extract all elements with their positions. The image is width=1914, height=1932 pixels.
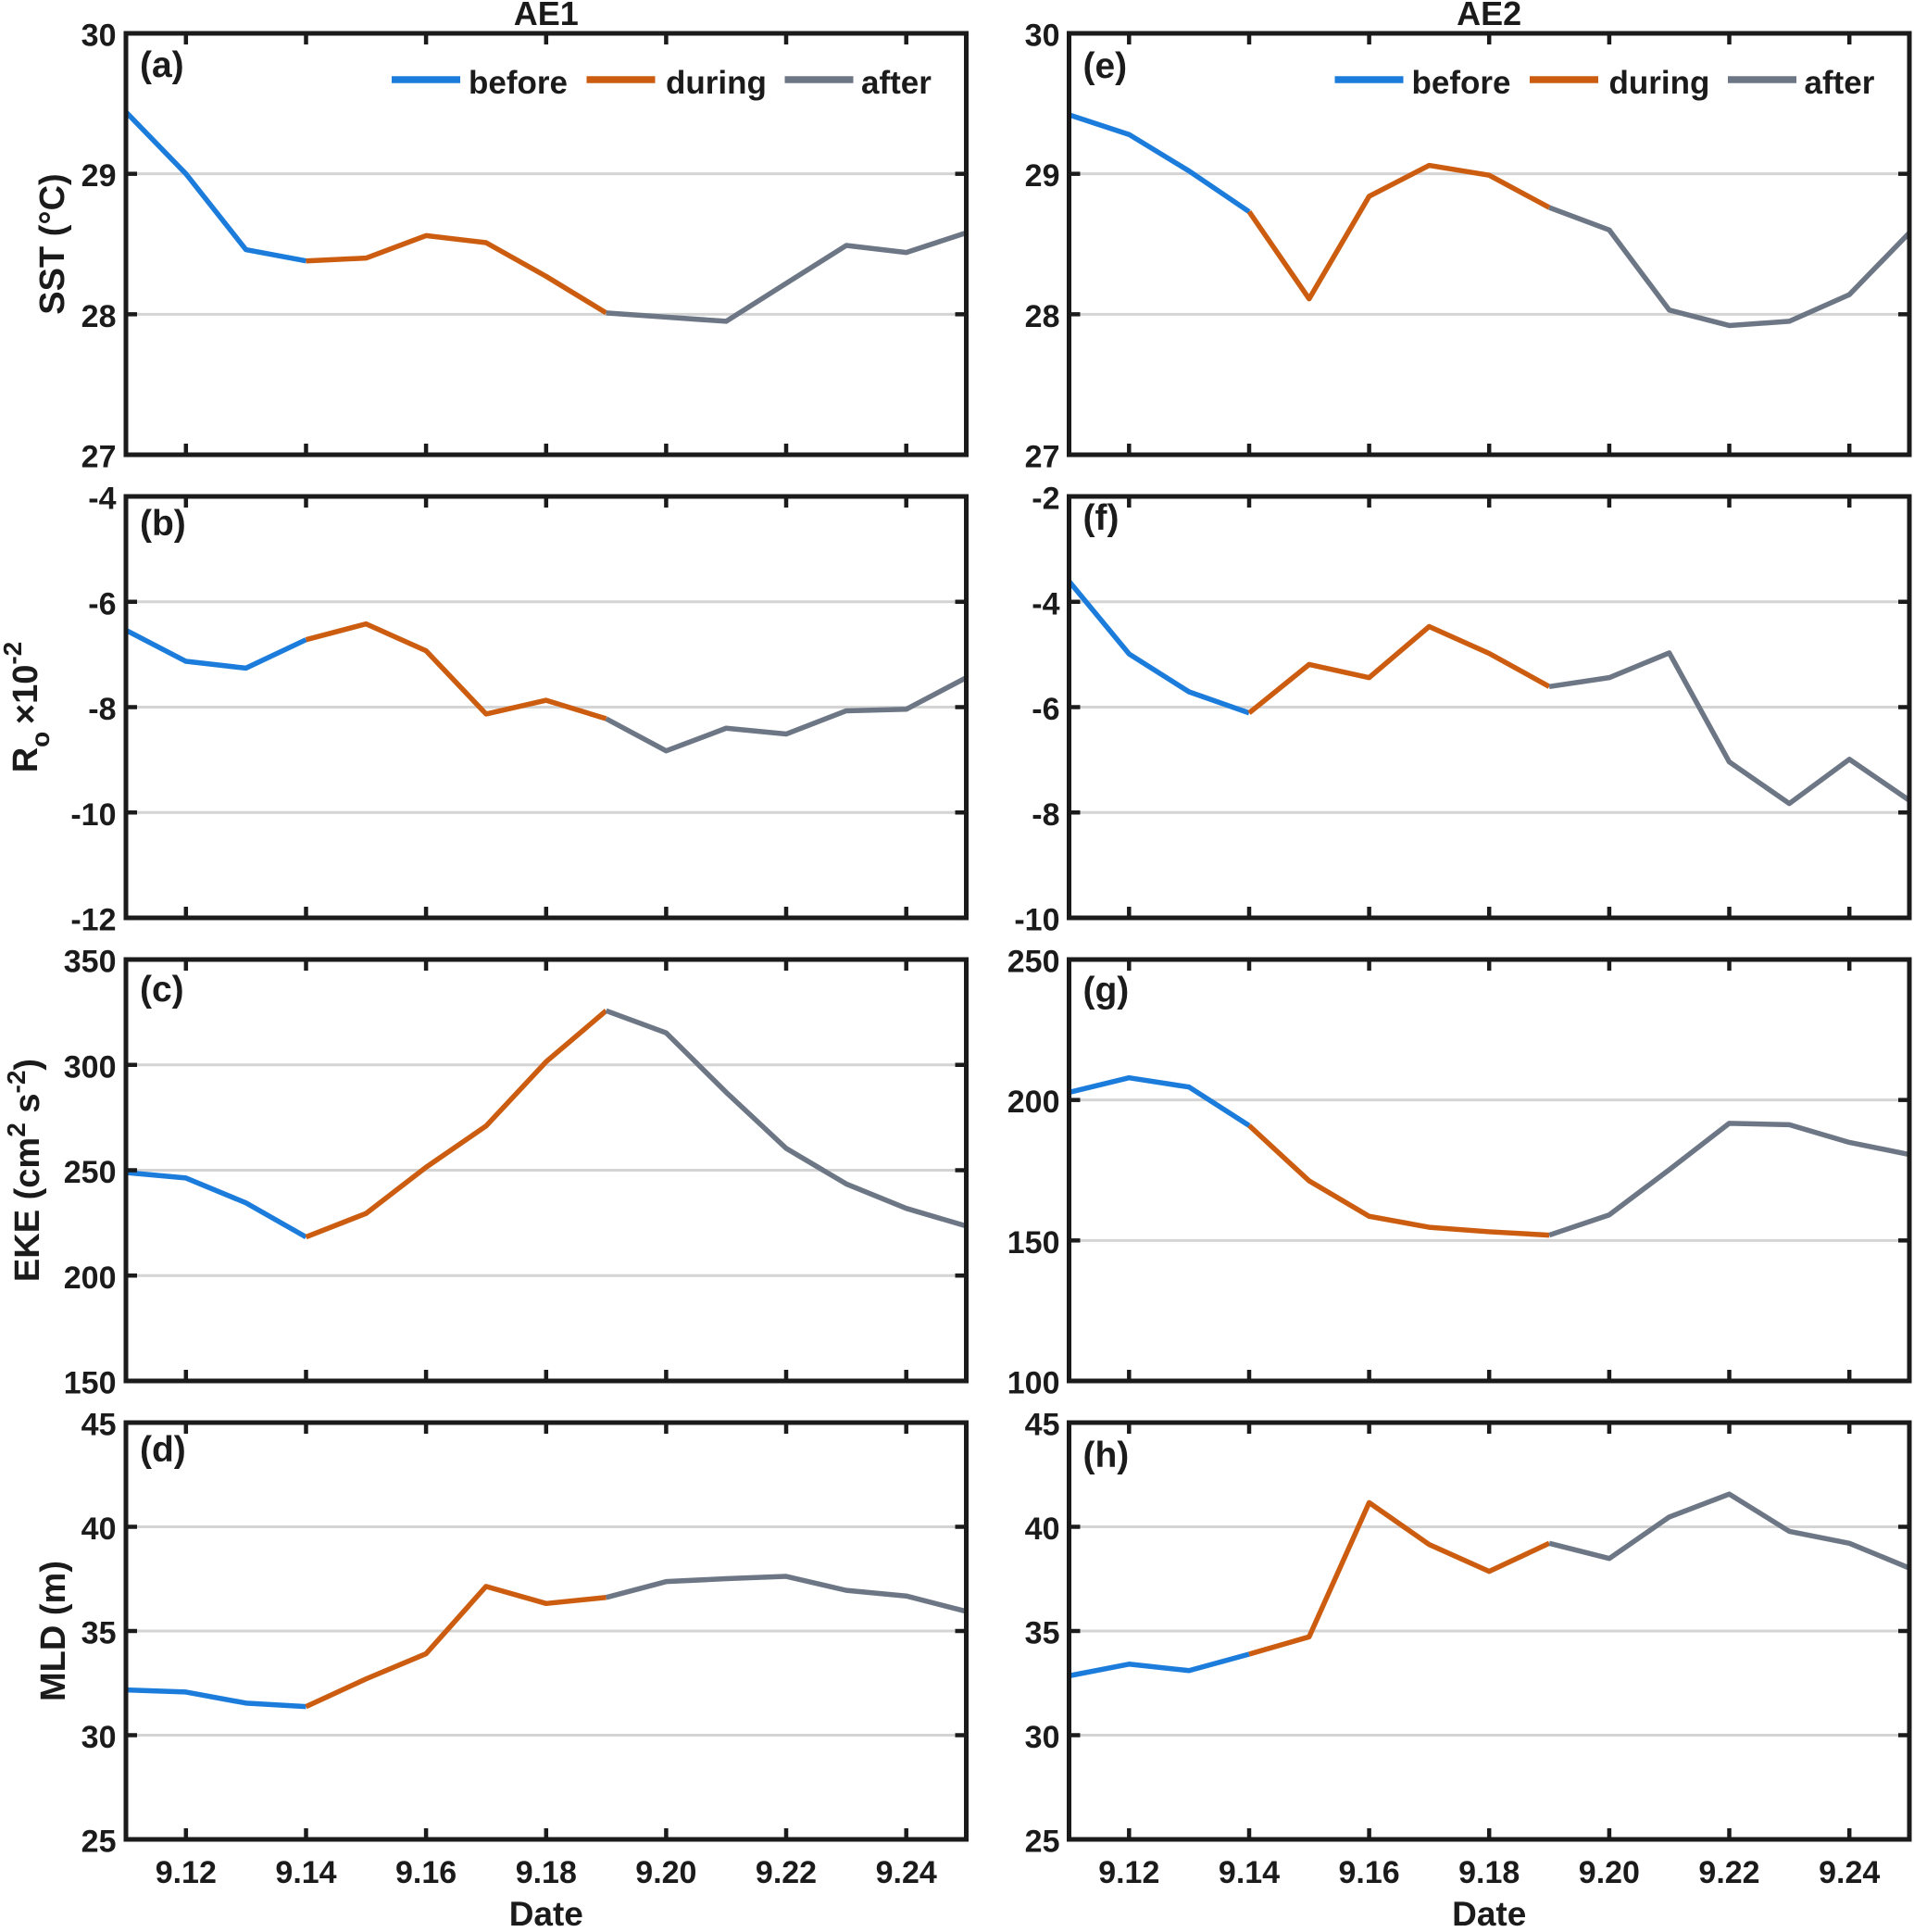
svg-text:29: 29 [81,158,117,194]
svg-text:before: before [469,65,568,101]
svg-text:(e): (e) [1083,46,1128,86]
svg-text:200: 200 [1007,1085,1060,1120]
svg-text:-2: -2 [1032,482,1059,517]
svg-text:(h): (h) [1083,1436,1130,1475]
svg-text:35: 35 [81,1616,117,1651]
svg-text:9.22: 9.22 [1698,1855,1759,1890]
svg-text:(g): (g) [1083,971,1130,1010]
svg-text:9.22: 9.22 [756,1855,817,1890]
svg-text:(b): (b) [140,504,186,544]
svg-text:150: 150 [64,1366,117,1401]
svg-text:27: 27 [1025,440,1060,475]
svg-text:9.14: 9.14 [1219,1855,1280,1890]
svg-text:-8: -8 [1032,797,1059,833]
svg-text:27: 27 [81,440,117,475]
svg-text:250: 250 [1007,945,1060,980]
svg-text:-10: -10 [70,797,116,833]
svg-text:(c): (c) [140,970,184,1010]
svg-text:-10: -10 [1014,903,1059,938]
svg-text:during: during [666,65,767,101]
svg-text:(f): (f) [1083,498,1120,538]
svg-text:200: 200 [64,1261,117,1296]
svg-text:30: 30 [81,19,117,54]
svg-text:Date: Date [1452,1895,1526,1927]
svg-text:9.16: 9.16 [1339,1855,1400,1890]
svg-text:during: during [1609,65,1710,101]
svg-text:-12: -12 [70,903,116,938]
svg-text:before: before [1412,65,1511,101]
svg-text:9.16: 9.16 [395,1855,457,1890]
svg-text:30: 30 [1025,19,1060,54]
svg-text:300: 300 [64,1049,117,1085]
svg-text:9.20: 9.20 [635,1855,696,1890]
svg-text:30: 30 [81,1720,117,1755]
svg-text:-6: -6 [1032,692,1059,727]
svg-text:250: 250 [64,1155,117,1190]
svg-text:-6: -6 [88,586,116,621]
svg-text:100: 100 [1007,1366,1060,1401]
svg-text:150: 150 [1007,1225,1060,1261]
svg-text:40: 40 [1025,1512,1060,1547]
svg-text:-8: -8 [88,692,116,727]
svg-text:EKE (cm2 s-2): EKE (cm2 s-2) [2,1059,47,1282]
svg-text:28: 28 [81,299,117,334]
svg-text:after: after [861,65,932,101]
svg-text:9.24: 9.24 [876,1855,937,1890]
svg-text:9.12: 9.12 [1098,1855,1159,1890]
svg-text:9.12: 9.12 [156,1855,217,1890]
svg-text:35: 35 [1025,1616,1060,1651]
svg-text:9.18: 9.18 [1458,1855,1520,1890]
svg-text:-4: -4 [1032,586,1059,621]
svg-text:28: 28 [1025,299,1060,334]
svg-text:MLD (m): MLD (m) [34,1561,73,1701]
svg-text:29: 29 [1025,158,1060,194]
svg-text:25: 25 [1025,1825,1060,1860]
svg-text:9.18: 9.18 [516,1855,577,1890]
svg-text:Date: Date [509,1895,583,1927]
svg-text:(d): (d) [140,1430,186,1470]
svg-text:-4: -4 [88,482,116,517]
svg-text:(a): (a) [140,45,184,85]
svg-text:45: 45 [81,1408,117,1443]
svg-text:25: 25 [81,1825,117,1860]
svg-text:AE1: AE1 [514,0,579,32]
svg-text:45: 45 [1025,1408,1060,1443]
svg-text:350: 350 [64,945,117,980]
svg-text:40: 40 [81,1512,117,1547]
svg-text:9.20: 9.20 [1579,1855,1640,1890]
svg-text:9.14: 9.14 [275,1855,336,1890]
svg-text:AE2: AE2 [1457,0,1521,32]
svg-text:9.24: 9.24 [1819,1855,1880,1890]
svg-text:after: after [1805,65,1875,101]
svg-text:30: 30 [1025,1720,1060,1755]
svg-text:SST (°C): SST (°C) [33,173,72,314]
